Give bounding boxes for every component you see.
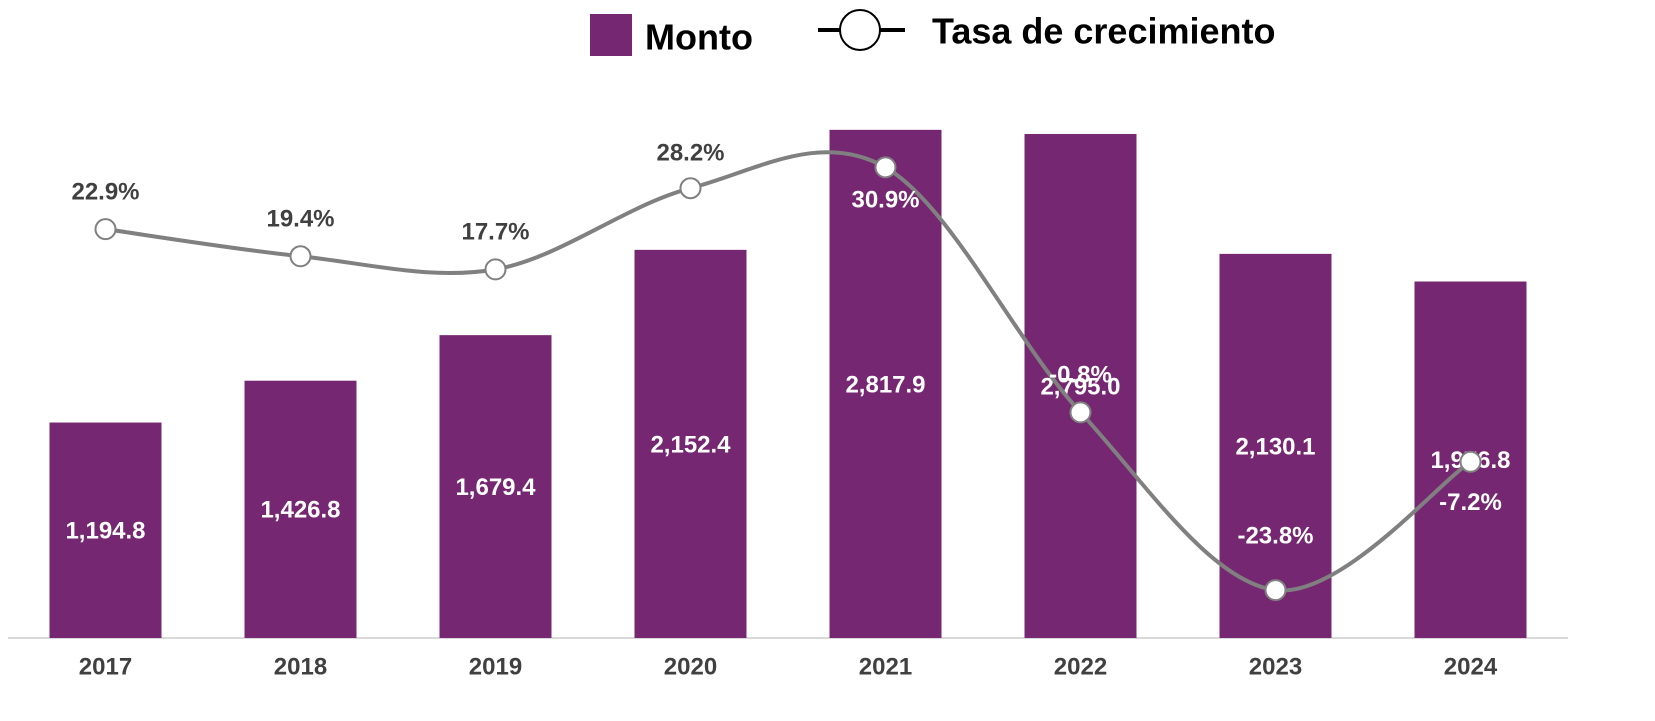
- legend-label: Monto: [645, 17, 753, 58]
- bar-value-label: 1,679.4: [455, 474, 536, 501]
- x-tick-label: 2022: [1054, 653, 1107, 680]
- bar-value-label: 2,152.4: [650, 431, 731, 458]
- bar: [49, 422, 162, 638]
- growth-value-label: -0.8%: [1049, 362, 1112, 389]
- growth-line: [105, 150, 1472, 593]
- bar: [439, 335, 552, 638]
- legend-label: Tasa de crecimiento: [932, 11, 1275, 52]
- bar: [244, 380, 357, 638]
- x-tick-label: 2023: [1249, 653, 1302, 680]
- growth-value-label: -7.2%: [1439, 489, 1502, 516]
- x-tick-label: 2021: [859, 653, 912, 680]
- growth-value-label: 22.9%: [71, 179, 139, 206]
- x-tick-label: 2024: [1444, 653, 1498, 680]
- legend-swatch-bar: [590, 14, 632, 56]
- growth-value-label: 17.7%: [461, 219, 529, 246]
- growth-marker: [1069, 401, 1092, 424]
- growth-marker: [679, 177, 702, 200]
- legend-swatch-marker: [839, 9, 881, 51]
- bar: [829, 129, 942, 639]
- growth-marker: [484, 258, 507, 281]
- bar-value-label: 2,817.9: [845, 371, 925, 398]
- growth-marker: [1264, 579, 1287, 602]
- growth-value-label: 19.4%: [266, 206, 334, 233]
- growth-marker: [94, 218, 117, 241]
- growth-marker: [1459, 450, 1482, 473]
- x-tick-label: 2019: [469, 653, 522, 680]
- bar-value-label: 1,426.8: [260, 497, 340, 524]
- bar-value-label: 1,194.8: [65, 518, 145, 545]
- bar-value-label: 2,130.1: [1235, 433, 1315, 460]
- bar: [634, 249, 747, 639]
- growth-marker: [289, 245, 312, 268]
- growth-value-label: 28.2%: [656, 140, 724, 167]
- x-tick-label: 2018: [274, 653, 327, 680]
- growth-value-label: -23.8%: [1237, 522, 1313, 549]
- growth-marker: [874, 156, 897, 179]
- bar: [1024, 133, 1137, 639]
- growth-value-label: 30.9%: [851, 187, 919, 214]
- x-tick-label: 2020: [664, 653, 717, 680]
- x-tick-label: 2017: [79, 653, 132, 680]
